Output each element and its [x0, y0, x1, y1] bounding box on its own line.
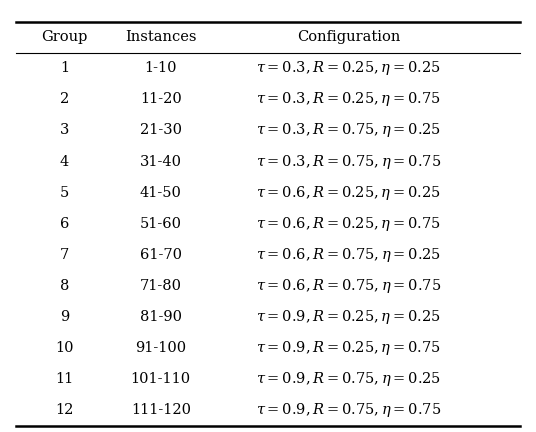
Text: 4: 4 — [59, 155, 69, 168]
Text: 3: 3 — [59, 124, 69, 137]
Text: $\tau = 0.6, R = 0.75, \eta = 0.75$: $\tau = 0.6, R = 0.75, \eta = 0.75$ — [256, 277, 441, 295]
Text: $\tau = 0.6, R = 0.25, \eta = 0.75$: $\tau = 0.6, R = 0.25, \eta = 0.75$ — [256, 215, 441, 233]
Text: $\tau = 0.6, R = 0.25, \eta = 0.25$: $\tau = 0.6, R = 0.25, \eta = 0.25$ — [256, 184, 441, 202]
Text: $\tau = 0.3, R = 0.75, \eta = 0.75$: $\tau = 0.3, R = 0.75, \eta = 0.75$ — [256, 152, 441, 171]
Text: $\tau = 0.3, R = 0.25, \eta = 0.75$: $\tau = 0.3, R = 0.25, \eta = 0.75$ — [256, 90, 441, 108]
Text: Group: Group — [41, 30, 87, 44]
Text: $\tau = 0.9, R = 0.75, \eta = 0.75$: $\tau = 0.9, R = 0.75, \eta = 0.75$ — [256, 401, 441, 419]
Text: 10: 10 — [55, 341, 73, 355]
Text: 81-90: 81-90 — [140, 310, 182, 324]
Text: 11: 11 — [55, 372, 73, 386]
Text: 1: 1 — [59, 61, 69, 75]
Text: 61-70: 61-70 — [140, 248, 182, 262]
Text: 12: 12 — [55, 403, 73, 417]
Text: $\tau = 0.3, R = 0.75, \eta = 0.25$: $\tau = 0.3, R = 0.75, \eta = 0.25$ — [256, 121, 441, 140]
Text: $\tau = 0.9, R = 0.25, \eta = 0.75$: $\tau = 0.9, R = 0.25, \eta = 0.75$ — [256, 339, 441, 357]
Text: $\tau = 0.3, R = 0.25, \eta = 0.25$: $\tau = 0.3, R = 0.25, \eta = 0.25$ — [256, 59, 441, 77]
Text: $\tau = 0.6, R = 0.75, \eta = 0.25$: $\tau = 0.6, R = 0.75, \eta = 0.25$ — [256, 246, 441, 264]
Text: 6: 6 — [59, 217, 69, 231]
Text: $\tau = 0.9, R = 0.75, \eta = 0.25$: $\tau = 0.9, R = 0.75, \eta = 0.25$ — [256, 370, 441, 388]
Text: 41-50: 41-50 — [140, 186, 182, 200]
Text: 7: 7 — [59, 248, 69, 262]
Text: 111-120: 111-120 — [131, 403, 191, 417]
Text: 2: 2 — [59, 92, 69, 106]
Text: 71-80: 71-80 — [140, 279, 182, 293]
Text: 9: 9 — [59, 310, 69, 324]
Text: 11-20: 11-20 — [140, 92, 182, 106]
Text: Configuration: Configuration — [297, 30, 400, 44]
Text: 5: 5 — [59, 186, 69, 200]
Text: 8: 8 — [59, 279, 69, 293]
Text: $\tau = 0.9, R = 0.25, \eta = 0.25$: $\tau = 0.9, R = 0.25, \eta = 0.25$ — [256, 308, 441, 326]
Text: 51-60: 51-60 — [140, 217, 182, 231]
Text: 101-110: 101-110 — [131, 372, 191, 386]
Text: 1-10: 1-10 — [145, 61, 177, 75]
Text: 91-100: 91-100 — [135, 341, 187, 355]
Text: 21-30: 21-30 — [140, 124, 182, 137]
Text: 31-40: 31-40 — [140, 155, 182, 168]
Text: Instances: Instances — [125, 30, 197, 44]
